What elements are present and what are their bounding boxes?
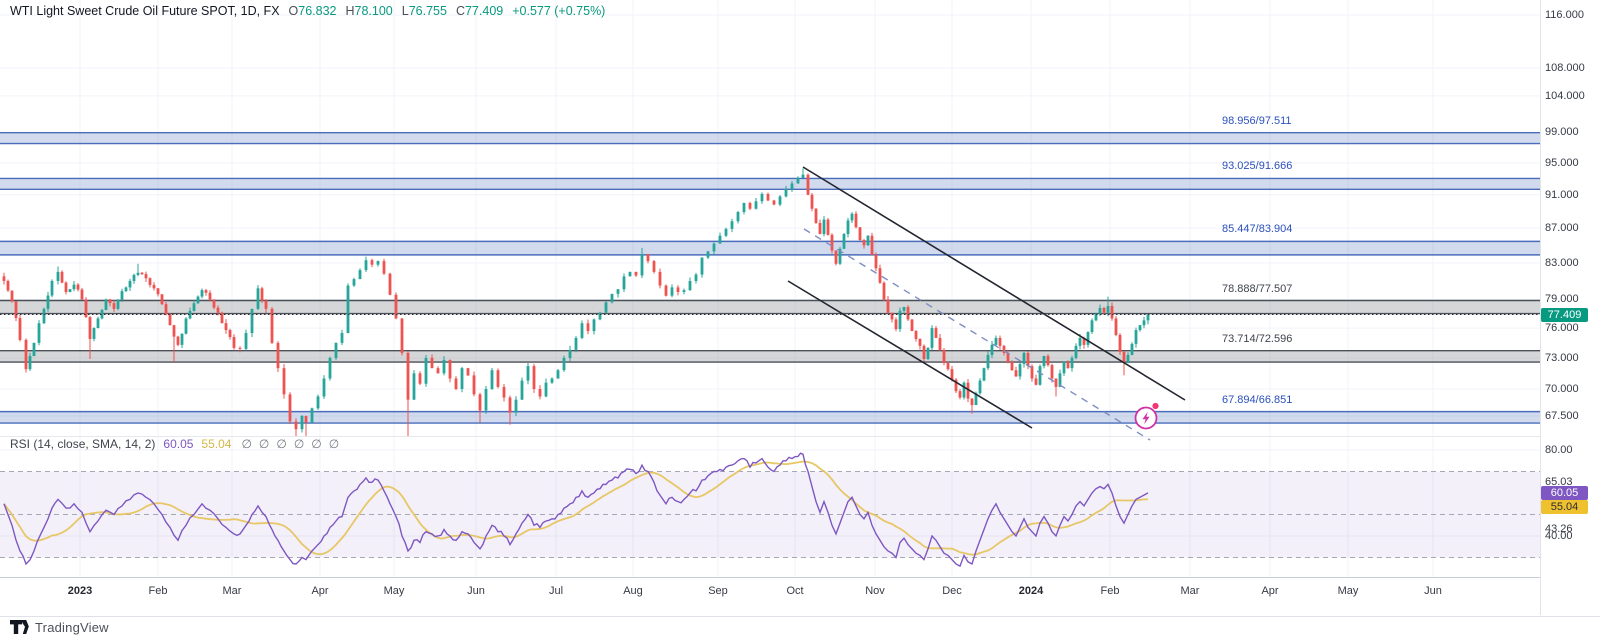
trend-channel[interactable] xyxy=(787,166,1186,441)
empty-set-icon: ∅ xyxy=(328,437,340,451)
empty-set-icon: ∅ xyxy=(276,437,287,451)
rsi-value: 60.05 xyxy=(163,437,194,451)
footer: TradingView xyxy=(10,620,109,635)
price-axis-label: 91.000 xyxy=(1545,188,1579,201)
price-axis-label: 95.000 xyxy=(1545,156,1579,169)
price-axis-label: 79.000 xyxy=(1545,293,1579,306)
rsi-value-badge: 60.05 xyxy=(1541,485,1588,500)
price-axis-label: 83.000 xyxy=(1545,256,1579,269)
rsi-sma-line xyxy=(3,460,1148,556)
rsi-axis-label: 80.00 xyxy=(1545,444,1573,456)
time-axis-month-label: Sep xyxy=(708,585,728,597)
time-axis-month-label: Jul xyxy=(548,585,564,597)
time-axis-month-label: Mar xyxy=(1180,585,1200,597)
ohlc-open: O76.832 xyxy=(288,4,337,18)
time-axis-month-label: May xyxy=(383,585,405,597)
flash-marker-icon[interactable] xyxy=(1134,402,1159,430)
rsi-sma-badge: 55.04 xyxy=(1541,500,1588,515)
price-axis-label: 70.000 xyxy=(1545,383,1579,395)
rsi-axis-label: 43.26 xyxy=(1545,522,1573,535)
rsi-sma-value: 55.04 xyxy=(201,437,232,451)
tradingview-logo-icon[interactable] xyxy=(10,620,29,635)
time-axis-month-label: Dec xyxy=(942,585,962,597)
price-axis-label: 108.000 xyxy=(1545,61,1585,74)
time-axis-month-label: Aug xyxy=(623,585,643,597)
empty-set-icon: ∅ xyxy=(311,437,322,451)
time-axis-month-label: May xyxy=(1337,585,1359,597)
rsi-axis-label: 65.03 xyxy=(1545,476,1573,489)
time-axis-month-label: Jun xyxy=(1424,585,1442,597)
time-axis-year-label: 2023 xyxy=(67,585,93,597)
rsi-indicator-name[interactable]: RSI (14, close, SMA, 14, 2) xyxy=(10,437,156,451)
support-resistance-zones[interactable] xyxy=(0,132,1540,424)
price-axis-label: 104.000 xyxy=(1545,89,1585,102)
price-axis-label: 87.000 xyxy=(1545,222,1579,235)
zone-price-label: 85.447/83.904 xyxy=(1222,223,1293,236)
price-axis[interactable]: 116.000 108.000 104.000 99.000 95.000 91.000 8… xyxy=(1540,0,1600,615)
time-axis-month-label: Jun xyxy=(467,585,485,597)
price-axis-label: 99.000 xyxy=(1545,126,1579,139)
zone-price-label: 78.888/77.507 xyxy=(1222,282,1293,295)
time-axis[interactable]: 2023 Feb Mar Apr May Jun Jul Aug Sep Oct Nov Dec 202… xyxy=(0,577,1600,617)
time-axis-year-label: 2024 xyxy=(1018,585,1044,597)
symbol-legend: WTI Light Sweet Crude Oil Future SPOT, 1… xyxy=(10,4,605,18)
rsi-pane[interactable] xyxy=(0,452,1540,568)
rsi-legend: RSI (14, close, SMA, 14, 2) 60.05 55.04 … xyxy=(10,437,339,451)
time-axis-month-label: Apr xyxy=(311,585,329,597)
change-value: +0.577 (+0.75%) xyxy=(512,4,606,18)
rsi-empty-plots: ∅ ∅ ∅ ∅ ∅ ∅ xyxy=(241,437,339,451)
zone-price-label: 73.714/72.596 xyxy=(1222,332,1293,345)
rsi-line xyxy=(3,452,1149,568)
price-axis-label: 116.000 xyxy=(1545,9,1584,22)
zone-price-label: 98.956/97.511 xyxy=(1222,114,1292,127)
time-axis-month-label: Apr xyxy=(1261,585,1279,597)
ohlc-close: C77.409 xyxy=(455,4,504,18)
symbol-name[interactable]: WTI Light Sweet Crude Oil Future SPOT, 1… xyxy=(10,4,280,18)
price-axis-label: 73.000 xyxy=(1545,351,1579,364)
ohlc-low: L76.755 xyxy=(401,4,447,18)
empty-set-icon: ∅ xyxy=(293,437,305,451)
time-axis-month-label: Nov xyxy=(865,585,885,597)
time-axis-month-label: Mar xyxy=(222,585,242,597)
last-price-badge: 77.409 xyxy=(1541,307,1588,322)
empty-set-icon: ∅ xyxy=(241,437,252,451)
time-axis-month-label: Feb xyxy=(1100,585,1120,597)
rsi-axis-label: 40.00 xyxy=(1545,530,1573,542)
time-axis-month-label: Oct xyxy=(786,585,804,597)
candlestick-series[interactable] xyxy=(2,168,1150,450)
empty-set-icon: ∅ xyxy=(258,437,270,451)
zone-price-label: 67.894/66.851 xyxy=(1222,393,1293,406)
ohlc-high: H78.100 xyxy=(345,4,393,18)
zone-price-label: 93.025/91.666 xyxy=(1222,160,1293,173)
brand-text[interactable]: TradingView xyxy=(35,620,109,635)
price-axis-label: 67.500 xyxy=(1545,409,1579,422)
price-axis-label: 76.000 xyxy=(1545,322,1579,335)
time-axis-month-label: Feb xyxy=(148,585,168,597)
